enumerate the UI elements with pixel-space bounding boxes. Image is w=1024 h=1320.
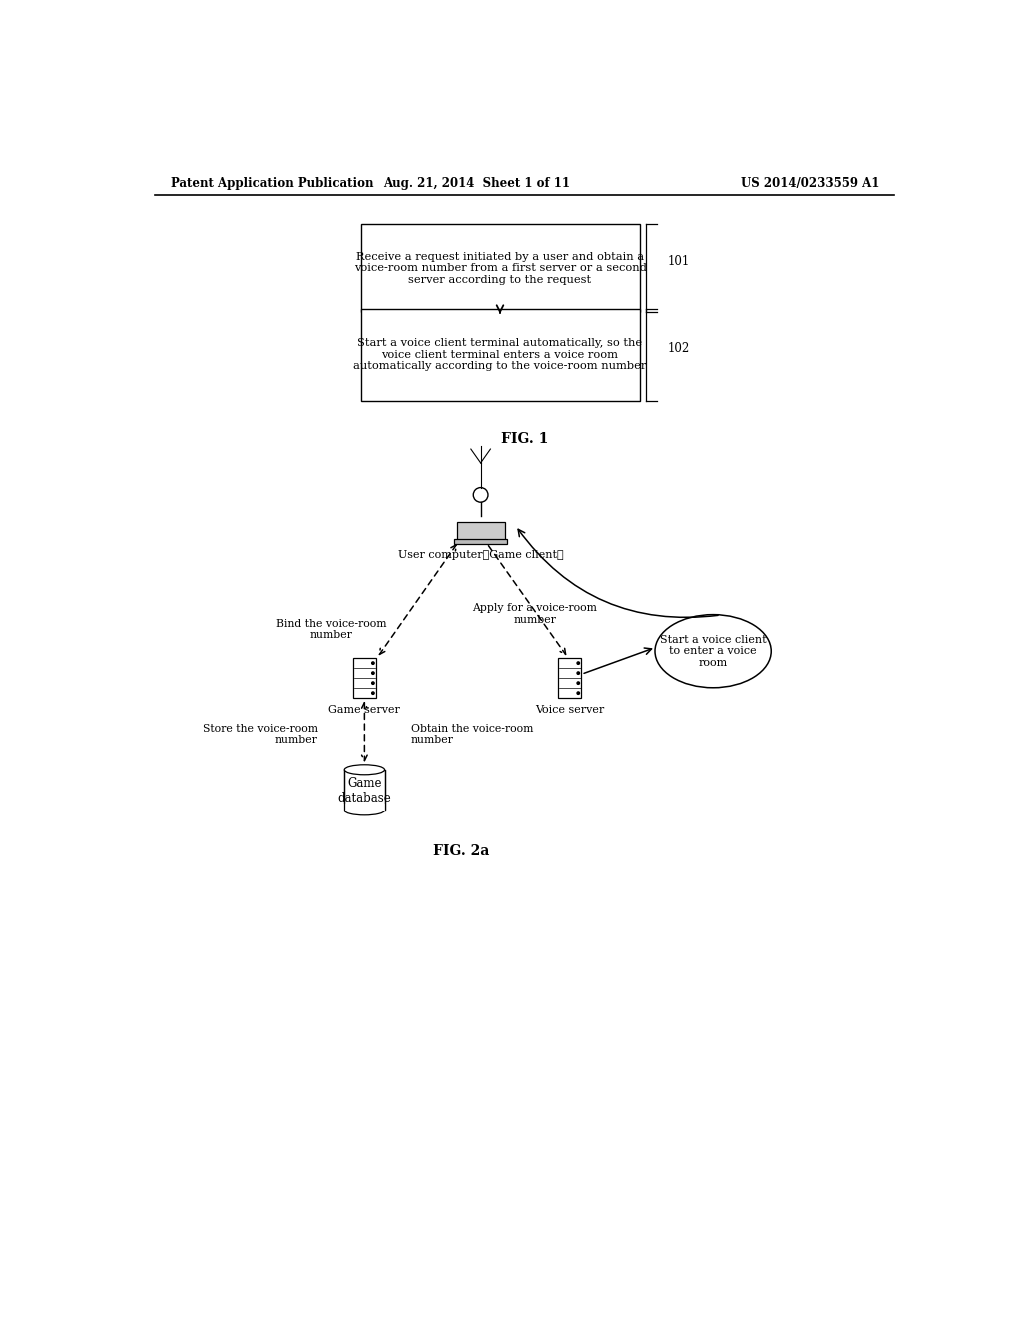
Ellipse shape: [655, 615, 771, 688]
Circle shape: [578, 682, 580, 684]
Ellipse shape: [344, 805, 385, 814]
Text: Store the voice-room
number: Store the voice-room number: [203, 723, 317, 746]
FancyBboxPatch shape: [343, 804, 385, 810]
Text: Game
database: Game database: [338, 777, 391, 805]
FancyBboxPatch shape: [558, 659, 582, 698]
FancyBboxPatch shape: [360, 309, 640, 401]
Text: Aug. 21, 2014  Sheet 1 of 11: Aug. 21, 2014 Sheet 1 of 11: [383, 177, 570, 190]
Text: Obtain the voice-room
number: Obtain the voice-room number: [411, 723, 534, 746]
Text: Voice server: Voice server: [536, 705, 604, 715]
Text: Receive a request initiated by a user and obtain a
voice-room number from a firs: Receive a request initiated by a user an…: [353, 252, 646, 285]
Text: 102: 102: [668, 342, 689, 355]
Circle shape: [372, 661, 374, 664]
Text: User computer（Game client）: User computer（Game client）: [397, 550, 563, 560]
Text: Bind the voice-room
number: Bind the voice-room number: [275, 619, 386, 640]
Circle shape: [372, 682, 374, 684]
Text: Start a voice client
to enter a voice
room: Start a voice client to enter a voice ro…: [659, 635, 766, 668]
Circle shape: [578, 672, 580, 675]
Text: Start a voice client terminal automatically, so the
voice client terminal enters: Start a voice client terminal automatica…: [353, 338, 647, 371]
Text: Apply for a voice-room
number: Apply for a voice-room number: [472, 603, 597, 626]
Text: Patent Application Publication: Patent Application Publication: [171, 177, 373, 190]
Circle shape: [578, 692, 580, 694]
Text: Game server: Game server: [329, 705, 400, 715]
FancyBboxPatch shape: [455, 539, 507, 544]
FancyBboxPatch shape: [360, 224, 640, 313]
Text: US 2014/0233559 A1: US 2014/0233559 A1: [741, 177, 880, 190]
Text: 101: 101: [668, 256, 689, 268]
Text: FIG. 1: FIG. 1: [501, 433, 549, 446]
FancyBboxPatch shape: [352, 659, 376, 698]
Circle shape: [578, 661, 580, 664]
FancyBboxPatch shape: [457, 523, 505, 540]
Text: FIG. 2a: FIG. 2a: [433, 845, 489, 858]
Ellipse shape: [344, 764, 385, 775]
Circle shape: [372, 672, 374, 675]
FancyBboxPatch shape: [344, 770, 385, 810]
Circle shape: [372, 692, 374, 694]
